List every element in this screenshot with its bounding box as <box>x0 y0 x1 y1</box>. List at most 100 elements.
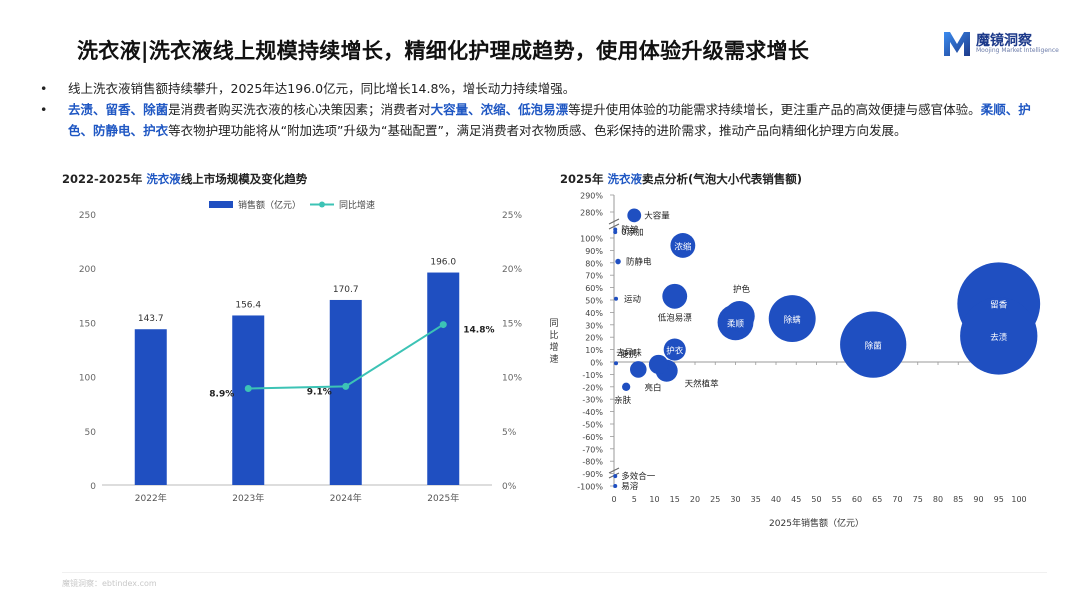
bar <box>232 315 265 485</box>
y2-tick-label: 0% <box>502 482 517 492</box>
bar-value-label: 170.7 <box>333 285 359 295</box>
growth-point <box>244 385 252 393</box>
y2-tick-label: 10% <box>502 374 522 384</box>
bubble <box>670 233 696 258</box>
market-size-chart: 0 50 100 150 200 250 0% 5% 10% 15% 20% 25% 143.7 2022… <box>79 199 523 504</box>
y-tick-label: 90% <box>585 247 603 256</box>
right-chart-title: 2025年 洗衣液卖点分析(气泡大小代表销售额) <box>560 171 802 187</box>
bubble-label: 浓缩 <box>674 241 692 252</box>
bar-value-label: 143.7 <box>138 314 164 324</box>
bubble <box>648 354 669 375</box>
keyword: 低泡易漂 <box>518 102 569 117</box>
left-chart-title: 2022-2025年 洗衣液线上市场规模及变化趋势 <box>62 171 307 187</box>
x-tick-label: 2024年 <box>330 492 362 504</box>
x-tick-label: 35 <box>751 495 761 504</box>
left-chart-title-post: 线上市场规模及变化趋势 <box>180 172 308 186</box>
growth-point <box>439 321 447 329</box>
y-tick-label: -70% <box>582 445 603 454</box>
keyword-sep: 、 <box>1005 102 1019 117</box>
legend-line-label: 同比增速 <box>339 199 375 211</box>
y-axis-title-char: 比 <box>549 329 558 341</box>
x-tick-label: 40 <box>771 495 781 504</box>
bubble <box>960 297 1038 375</box>
bar-value-label: 196.0 <box>430 258 456 268</box>
y-tick-label: 20% <box>585 334 603 343</box>
y-tick-label: 0% <box>590 359 603 368</box>
bubble-label: 易溶 <box>621 481 639 492</box>
x-tick-label: 25 <box>710 495 720 504</box>
bubble-label: 除螨 <box>784 315 801 326</box>
y-tick-label: -90% <box>582 470 603 479</box>
left-chart-title-pre: 2022-2025年 <box>62 172 143 186</box>
keyword: 护色 <box>68 102 1031 138</box>
legend-bar-swatch <box>209 201 233 208</box>
bullet-dot: • <box>40 81 48 96</box>
x-tick-label: 50 <box>811 495 821 504</box>
y-tick-label: -80% <box>582 458 603 467</box>
bar <box>427 272 460 485</box>
bubble <box>768 295 816 343</box>
x-tick-label: 90 <box>973 495 983 504</box>
y-tick-label: 30% <box>585 321 603 330</box>
growth-point <box>342 382 350 390</box>
growth-value-label: 9.1% <box>307 387 332 397</box>
y-tick-label: 50% <box>585 297 603 306</box>
bubble <box>840 311 907 378</box>
y-tick-label: 290% <box>580 192 603 201</box>
bubble-label: 多效合一 <box>621 471 656 482</box>
bubble-label: 天然植萃 <box>685 379 720 390</box>
x-tick-label: 95 <box>994 495 1004 504</box>
right-chart-title-highlight: 洗衣液 <box>607 172 643 186</box>
keyword: 去渍 <box>68 102 94 117</box>
y-tick-label: 70% <box>585 272 603 281</box>
y-tick-label: -60% <box>582 433 603 442</box>
bubble-label: 亲肤 <box>614 395 632 406</box>
right-chart-title-post: 卖点分析(气泡大小代表销售额) <box>642 172 803 186</box>
bubble-label: 0添加 <box>621 227 643 238</box>
y-tick-label: 100 <box>79 374 96 384</box>
bubble <box>615 258 621 265</box>
x-tick-label: 2023年 <box>232 492 264 504</box>
logo-name: 魔镜洞察 <box>976 33 1032 49</box>
bubble-label: 运动 <box>624 294 642 305</box>
bubble-label: 亮白 <box>645 382 662 393</box>
bar <box>134 329 167 485</box>
right-chart-title-pre: 2025年 <box>560 172 604 186</box>
footer-source: 魔镜洞察：ebtindex.com <box>62 579 157 588</box>
keyword: 浓缩 <box>480 102 506 117</box>
y-tick-label: 50 <box>85 428 97 438</box>
x-tick-label: 5 <box>632 495 637 504</box>
keyword-sep: 、 <box>468 102 481 117</box>
y-tick-label: -30% <box>582 396 603 405</box>
x-tick-label: 2022年 <box>135 492 167 504</box>
bubble-label: 大容量 <box>644 210 670 221</box>
bubble <box>627 208 642 223</box>
bubble <box>724 300 755 332</box>
footer-divider <box>62 572 1047 573</box>
x-tick-label: 75 <box>913 495 923 504</box>
y-tick-label: 200 <box>79 265 96 275</box>
y-tick-label: 100% <box>580 235 603 244</box>
bullet-dot: • <box>40 102 48 117</box>
y2-tick-label: 5% <box>502 428 517 438</box>
y-tick-label: -40% <box>582 408 603 417</box>
bubble-label: 护衣 <box>666 346 684 357</box>
bubble <box>630 361 647 378</box>
y2-tick-label: 15% <box>502 319 522 329</box>
x-tick-label: 20 <box>690 495 700 504</box>
y-axis-title-char: 同 <box>549 318 558 329</box>
keyword: 柔顺 <box>980 102 1006 117</box>
bubble-label: 去渍 <box>990 332 1008 343</box>
logo-subtitle: Moojing Market Intelligence <box>976 47 1059 54</box>
x-tick-label: 30 <box>730 495 740 504</box>
bubble-label: 除菌 <box>865 341 882 352</box>
bar <box>329 299 362 485</box>
y-tick-label: -20% <box>582 383 603 392</box>
growth-value-label: 8.9% <box>209 390 234 400</box>
keyword: 护衣 <box>143 123 169 138</box>
x-tick-label: 2025年 <box>427 492 459 504</box>
y-tick-label: 0 <box>90 482 96 492</box>
x-tick-label: 65 <box>872 495 882 504</box>
bubble-label: 低泡易漂 <box>658 312 693 323</box>
keyword-sep: 、 <box>130 102 144 117</box>
